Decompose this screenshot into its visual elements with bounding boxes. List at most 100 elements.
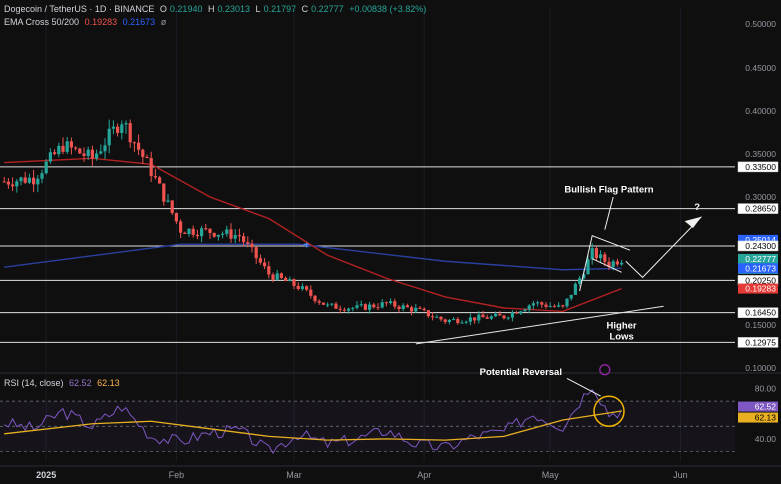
- symbol-title[interactable]: Dogecoin / TetherUS · 1D · BINANCE: [4, 4, 155, 14]
- candle-body: [48, 152, 52, 162]
- candle-body: [36, 178, 40, 185]
- candle-body: [384, 302, 388, 304]
- y-tick-label: 0.40000: [745, 106, 776, 116]
- rsi-value-box: [738, 401, 778, 412]
- candle-body: [443, 319, 447, 323]
- x-tick-label: Mar: [286, 470, 302, 480]
- candle-body: [229, 229, 233, 239]
- candle-body: [183, 232, 187, 235]
- candle-body: [309, 289, 313, 296]
- candle-body: [246, 242, 250, 244]
- candle-body: [578, 278, 582, 284]
- rsi-ma-line: [4, 410, 622, 441]
- candle-body: [414, 307, 418, 312]
- candle-body: [557, 305, 561, 307]
- annotation-label: Higher: [607, 320, 637, 331]
- close-value: 0.22777: [311, 4, 344, 14]
- candle-body: [393, 301, 397, 307]
- candle-body: [376, 307, 380, 309]
- candle-body: [552, 306, 556, 308]
- rsi-y-tick-label: 40.00: [755, 434, 777, 444]
- candle-body: [544, 304, 548, 307]
- price-label-box: [737, 240, 779, 252]
- candle-body: [426, 310, 430, 317]
- price-label: 0.28650: [745, 204, 776, 214]
- candle-body: [90, 149, 94, 159]
- candle-body: [191, 228, 195, 235]
- candle-body: [65, 141, 69, 152]
- ema200-line: [4, 243, 622, 271]
- candle-body: [296, 285, 300, 289]
- candle-body: [128, 123, 132, 143]
- candle-body: [351, 307, 355, 309]
- low-value: 0.21797: [263, 4, 297, 14]
- candle-body: [137, 142, 141, 150]
- lightning-icon: [599, 364, 611, 376]
- candle-body: [548, 306, 552, 308]
- candle-body: [359, 304, 363, 306]
- candle-body: [519, 311, 523, 314]
- candle-body: [418, 307, 422, 309]
- candle-body: [590, 248, 594, 260]
- candle-body: [44, 161, 48, 174]
- projection-path: [625, 216, 702, 279]
- candle-body: [179, 221, 183, 233]
- candle-body: [347, 308, 351, 311]
- candle-body: [363, 304, 367, 310]
- candle-body: [380, 302, 384, 308]
- ema-extra: ø: [160, 17, 167, 27]
- x-tick-label: May: [542, 470, 560, 480]
- candle-body: [620, 262, 624, 265]
- candle-body: [561, 305, 565, 307]
- ema-legend[interactable]: EMA Cross 50/200 0.19283 0.21673 ø: [4, 17, 169, 27]
- candle-body: [330, 303, 334, 305]
- x-tick-label: Jun: [673, 470, 688, 480]
- candle-body: [166, 200, 170, 202]
- candle-body: [23, 177, 27, 183]
- candle-body: [61, 145, 65, 152]
- candle-body: [565, 298, 569, 307]
- candle-body: [187, 228, 191, 235]
- candle-body: [195, 234, 199, 237]
- candle-body: [494, 313, 498, 317]
- price-label: 0.19283: [745, 284, 776, 294]
- candle-body: [212, 232, 216, 237]
- high-label: H: [207, 4, 215, 14]
- candle-body: [120, 124, 124, 133]
- candle-body: [86, 149, 90, 156]
- price-label-box: [737, 307, 779, 318]
- y-tick-label: 0.15000: [745, 320, 776, 330]
- candle-body: [170, 200, 174, 214]
- low-label: L: [255, 4, 261, 14]
- projection-arrowhead: [684, 216, 702, 228]
- candle-body: [447, 319, 451, 323]
- candle-body: [326, 304, 330, 306]
- candle-body: [368, 304, 372, 310]
- candle-body: [477, 314, 481, 321]
- candle-body: [338, 308, 342, 310]
- x-tick-label: 2025: [36, 470, 56, 480]
- rsi-value: 62.52: [69, 378, 92, 388]
- candle-body: [456, 318, 460, 323]
- change-value: +0.00838 (+3.82%): [349, 4, 427, 14]
- candle-body: [527, 305, 531, 310]
- candle-body: [237, 235, 241, 237]
- ema-label: EMA Cross 50/200: [4, 17, 80, 27]
- reversal-pointer-arrow: [566, 377, 601, 397]
- price-label: 0.22777: [745, 254, 776, 264]
- candle-body: [111, 126, 115, 129]
- rsi-legend[interactable]: RSI (14, close) 62.52 62.13: [4, 378, 123, 388]
- candle-body: [607, 261, 611, 267]
- candle-body: [6, 181, 10, 185]
- candle-body: [489, 316, 493, 319]
- candle-body: [321, 302, 325, 305]
- y-tick-label: 0.10000: [745, 363, 776, 373]
- candle-body: [149, 158, 153, 177]
- candle-body: [200, 228, 204, 237]
- candle-body: [132, 142, 136, 144]
- candle-body: [431, 316, 435, 318]
- candle-body: [582, 274, 586, 279]
- candle-body: [317, 301, 321, 303]
- open-value: 0.21940: [169, 4, 203, 14]
